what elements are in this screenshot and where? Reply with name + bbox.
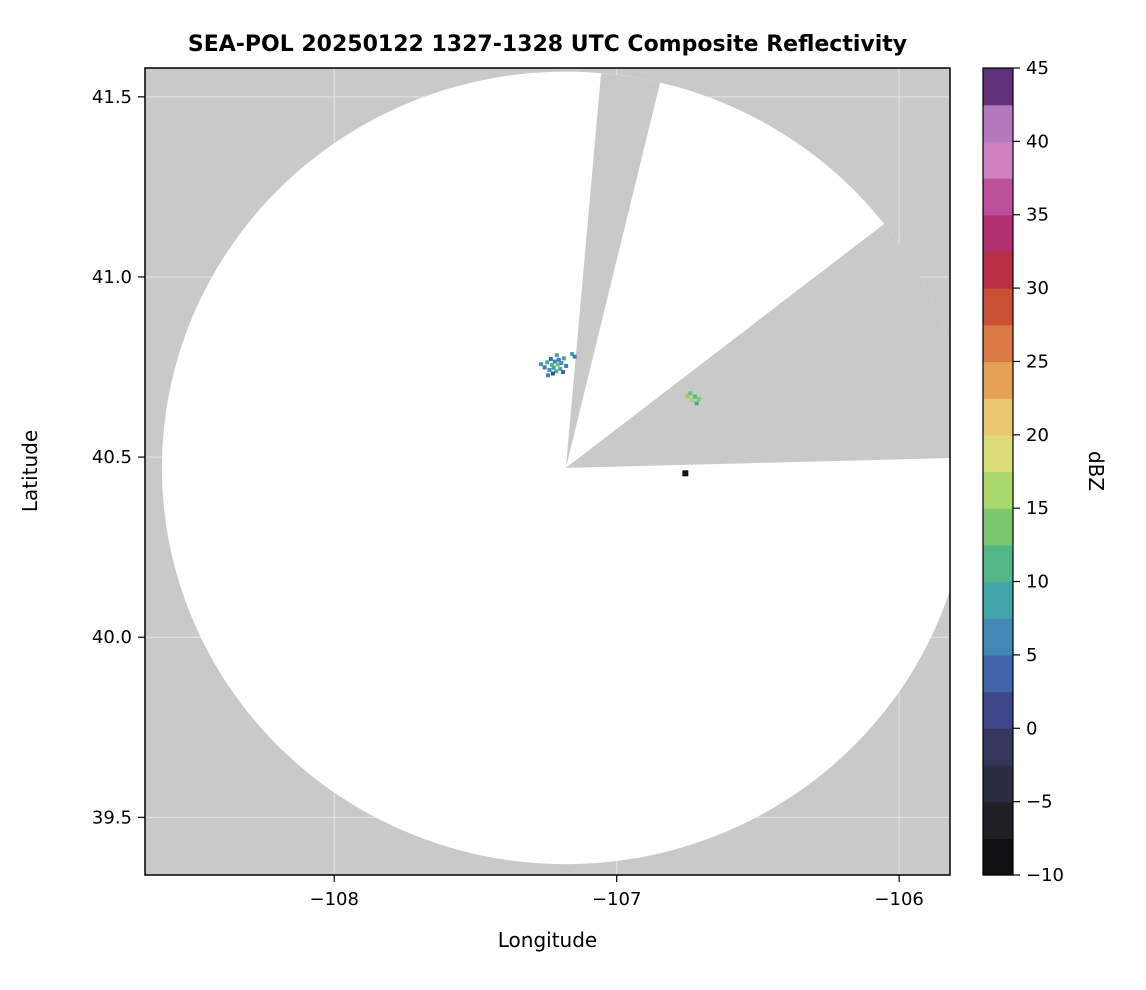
y-tick-label: 41.0 bbox=[92, 267, 132, 288]
echo-pixel bbox=[539, 362, 544, 367]
colorbar-tick-label: 20 bbox=[1026, 425, 1049, 446]
echo-pixel bbox=[554, 353, 559, 358]
echo-pixel bbox=[561, 370, 566, 375]
colorbar-band bbox=[983, 68, 1013, 106]
blocked-sector bbox=[565, 73, 661, 468]
echo-pixel bbox=[554, 369, 559, 374]
colorbar-tick-label: 5 bbox=[1026, 645, 1037, 666]
echo-pixel bbox=[692, 394, 697, 399]
colorbar-band bbox=[983, 508, 1013, 546]
colorbar-band bbox=[983, 691, 1013, 729]
chart-title: SEA-POL 20250122 1327-1328 UTC Composite… bbox=[187, 32, 908, 57]
colorbar-band bbox=[983, 398, 1013, 436]
colorbar-band bbox=[983, 324, 1013, 363]
echo-pixel bbox=[555, 362, 560, 367]
blocked-sector bbox=[565, 223, 950, 468]
echo-pixel bbox=[694, 401, 699, 406]
echo-pixel bbox=[546, 373, 551, 378]
echo-pixel bbox=[556, 357, 561, 362]
x-tick-label: −107 bbox=[592, 889, 641, 910]
echo-pixel bbox=[572, 354, 577, 359]
x-tick-label: −108 bbox=[310, 889, 359, 910]
plot-border bbox=[144, 67, 951, 876]
echo-pixel bbox=[685, 394, 690, 399]
y-tick-label: 40.0 bbox=[92, 627, 132, 648]
colorbar-tick-label: −10 bbox=[1026, 865, 1064, 886]
radar-coverage-circle bbox=[162, 71, 950, 865]
echo-pixel bbox=[696, 397, 701, 402]
reflectivity-echoes bbox=[539, 352, 701, 477]
colorbar-tick-label: 40 bbox=[1026, 131, 1049, 152]
x-tick-label: −106 bbox=[874, 889, 923, 910]
colorbar-tick-label: −5 bbox=[1026, 792, 1053, 813]
colorbar-band bbox=[983, 434, 1013, 473]
colorbar-band bbox=[983, 764, 1013, 803]
echo-pixel bbox=[559, 361, 564, 366]
colorbar-tick-label: 45 bbox=[1026, 58, 1049, 79]
colorbar-band bbox=[983, 618, 1013, 656]
colorbar-band bbox=[983, 104, 1013, 142]
y-axis-label: Latitude bbox=[18, 429, 42, 513]
colorbar-band bbox=[983, 471, 1013, 509]
echo-pixel bbox=[551, 365, 556, 370]
colorbar-band bbox=[983, 361, 1013, 399]
axis-ticks: −108 −107 −106 39.5 40.0 40.5 41.0 41.5 bbox=[92, 87, 924, 910]
echo-pixel bbox=[690, 398, 695, 403]
plot-area bbox=[145, 68, 950, 875]
colorbar-tick-label: 35 bbox=[1026, 205, 1049, 226]
echo-pixel bbox=[564, 363, 569, 368]
colorbar-band bbox=[983, 838, 1013, 876]
colorbar: −10 −5 0 5 10 15 20 25 30 35 40 45 bbox=[982, 58, 1064, 886]
colorbar-tick-label: 25 bbox=[1026, 351, 1049, 372]
echo-pixel bbox=[550, 362, 555, 367]
y-tick-label: 40.5 bbox=[92, 447, 132, 468]
colorbar-band bbox=[983, 214, 1013, 253]
colorbar-band bbox=[983, 654, 1013, 693]
echo-pixel bbox=[558, 366, 563, 371]
colorbar-band bbox=[983, 288, 1013, 326]
colorbar-tick-label: 30 bbox=[1026, 278, 1049, 299]
echo-pixel bbox=[542, 365, 547, 370]
colorbar-label: dBZ bbox=[1084, 450, 1108, 492]
echo-pixel bbox=[688, 391, 693, 396]
echo-pixel bbox=[561, 356, 566, 361]
x-axis-label: Longitude bbox=[497, 928, 598, 952]
y-tick-label: 41.5 bbox=[92, 87, 132, 108]
colorbar-border bbox=[982, 67, 1014, 876]
colorbar-band bbox=[983, 544, 1013, 583]
echo-pixel bbox=[570, 352, 575, 357]
colorbar-band bbox=[983, 141, 1013, 179]
y-tick-label: 39.5 bbox=[92, 807, 132, 828]
colorbar-band bbox=[983, 728, 1013, 766]
colorbar-band bbox=[983, 178, 1013, 216]
colorbar-band bbox=[983, 251, 1013, 289]
colorbar-band bbox=[983, 801, 1013, 839]
colorbar-tick-label: 15 bbox=[1026, 498, 1049, 519]
echo-pixel bbox=[552, 359, 557, 364]
echo-pixel bbox=[545, 360, 550, 365]
colorbar-tick-label: 0 bbox=[1026, 718, 1037, 739]
colorbar-tick-label: 10 bbox=[1026, 572, 1049, 593]
colorbar-band bbox=[983, 581, 1013, 619]
echo-pixel bbox=[548, 357, 553, 362]
echo-pixel bbox=[547, 367, 552, 372]
echo-pixel bbox=[550, 371, 555, 376]
echo-pixel bbox=[682, 470, 689, 477]
